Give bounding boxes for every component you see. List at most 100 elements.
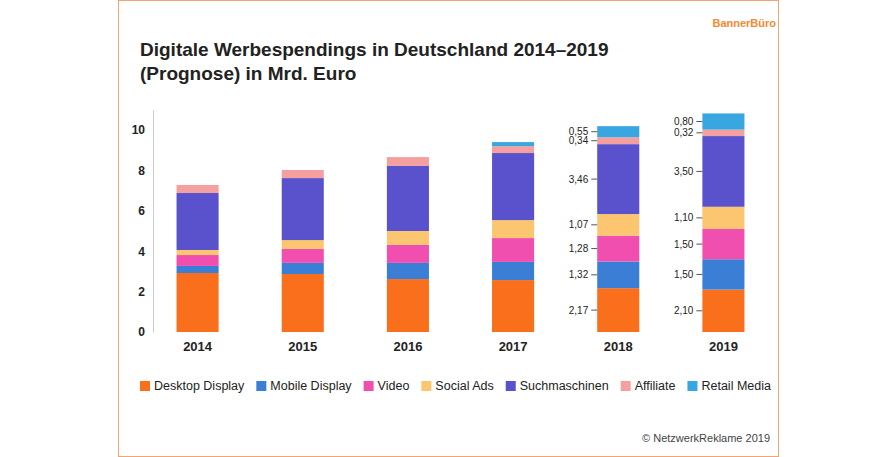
legend-swatch: [506, 381, 516, 391]
legend-label: Video: [378, 379, 410, 393]
legend-label: Mobile Display: [270, 379, 352, 393]
x-tick: 2014: [183, 332, 213, 354]
data-labels: 2,172,101,321,501,281,501,071,103,463,50…: [569, 116, 703, 316]
label-tick: [696, 217, 702, 218]
legend-item: Affiliate: [621, 379, 676, 393]
legend-swatch: [364, 381, 374, 391]
bar-segment: [282, 249, 324, 263]
y-tick-label: 8: [138, 164, 145, 178]
bar-segment: [597, 262, 639, 289]
legend-label: Suchmaschinen: [520, 379, 609, 393]
legend-item: Video: [364, 379, 410, 393]
label-tick: [696, 274, 702, 275]
bar-segment: [387, 279, 429, 332]
bar-segment: [702, 130, 744, 136]
data-label: 0,80: [674, 116, 694, 127]
y-tick-label: 10: [132, 123, 146, 137]
bar-segment: [177, 185, 219, 193]
bars: [177, 113, 745, 332]
legend-item: Retail Media: [687, 379, 771, 393]
bar-segment: [597, 288, 639, 332]
bar-segment: [177, 273, 219, 332]
bar-segment: [492, 142, 534, 146]
x-tick-label: 2015: [288, 339, 317, 354]
bar-segment: [282, 274, 324, 332]
legend-label: Social Ads: [435, 379, 493, 393]
x-axis: 2014 2015 2016 2017 2018 2019: [146, 332, 777, 354]
data-label: 2,17: [569, 305, 589, 316]
y-axis: 0246810: [132, 110, 154, 339]
bar-segment: [702, 229, 744, 259]
legend-item: Suchmaschinen: [506, 379, 609, 393]
y-tick-label: 6: [138, 204, 145, 218]
bar-segment: [282, 240, 324, 249]
logo: BannerBüro: [712, 17, 776, 29]
bar-segment: [597, 137, 639, 144]
y-tick: 8: [138, 164, 153, 178]
data-label: 0,55: [569, 126, 589, 137]
data-label: 1,50: [674, 269, 694, 280]
y-axis-line: [153, 110, 154, 332]
bar-segment: [492, 220, 534, 238]
label-tick: [696, 132, 702, 133]
x-tick-label: 2016: [393, 339, 422, 354]
x-tick: 2018: [604, 332, 633, 354]
legend-swatch: [140, 381, 150, 391]
bar-segment: [387, 157, 429, 166]
data-label: 3,46: [569, 174, 589, 185]
label-tick: [591, 274, 597, 275]
bar-segment: [387, 166, 429, 231]
x-tick-label: 2017: [499, 339, 528, 354]
legend-item: Desktop Display: [140, 379, 245, 393]
legend: Desktop Display Mobile Display Video Social…: [140, 379, 771, 393]
y-tick-label: 0: [138, 325, 145, 339]
data-label: 1,10: [674, 212, 694, 223]
bar-segment: [702, 259, 744, 289]
chart: Digitale Werbespendings in Deutschland 2…: [0, 0, 888, 457]
bar-segment: [282, 263, 324, 274]
data-label: 2,10: [674, 305, 694, 316]
bar-segment: [702, 113, 744, 129]
data-label: 1,50: [674, 239, 694, 250]
data-label: 1,32: [569, 269, 589, 280]
y-tick: 4: [138, 245, 153, 259]
bar-segment: [702, 290, 744, 332]
data-label: 1,07: [569, 219, 589, 230]
title: (Prognose) in Mrd. Euro: [140, 63, 356, 84]
label-tick: [696, 244, 702, 245]
bar-segment: [597, 214, 639, 236]
x-tick-label: 2019: [709, 339, 738, 354]
bar-segment: [177, 266, 219, 273]
bar-segment: [282, 178, 324, 240]
label-tick: [591, 310, 597, 311]
bar-segment: [387, 245, 429, 263]
source: © NetzwerkReklame 2019: [642, 432, 770, 444]
data-label: 1,28: [569, 243, 589, 254]
legend-swatch: [687, 381, 697, 391]
legend-swatch: [256, 381, 266, 391]
bar-segment: [597, 236, 639, 262]
legend-swatch: [421, 381, 431, 391]
label-tick: [696, 171, 702, 172]
bar-segment: [177, 184, 219, 185]
y-tick: 6: [138, 204, 153, 218]
label-tick: [591, 224, 597, 225]
legend-label: Retail Media: [701, 379, 771, 393]
bar-segment: [387, 263, 429, 279]
bar-segment: [282, 170, 324, 178]
bar-segment: [387, 231, 429, 245]
x-tick: 2015: [288, 332, 317, 354]
x-tick: 2017: [499, 332, 528, 354]
bar-segment: [492, 238, 534, 262]
legend-item: Social Ads: [421, 379, 493, 393]
bar-segment: [177, 250, 219, 255]
bar-segment: [597, 126, 639, 137]
label-tick: [591, 179, 597, 180]
label-tick: [696, 310, 702, 311]
bar-segment: [492, 280, 534, 332]
frame: [119, 1, 779, 457]
legend-item: Mobile Display: [256, 379, 352, 393]
label-tick: [591, 131, 597, 132]
label-tick: [591, 248, 597, 249]
bar-segment: [177, 255, 219, 266]
